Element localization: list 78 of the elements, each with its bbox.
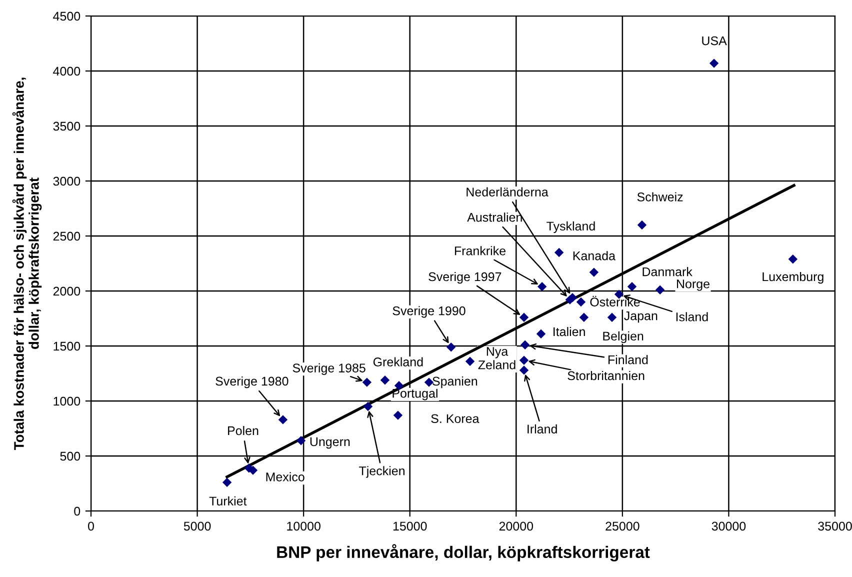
annotation: Sverige 1985 xyxy=(292,363,366,375)
point xyxy=(520,340,530,350)
y-axis-title: Totala kostnader för hälso- och sjukvård per innevånare, dollar, köpkraftskorrigerat xyxy=(12,78,42,450)
x-axis-title: BNP per innevånare, dollar, köpkraftskorrigerat xyxy=(277,544,650,562)
annotation: Turkiet xyxy=(209,496,247,506)
y-tick-label: 4500 xyxy=(53,12,80,21)
x-tick-label: 30000 xyxy=(712,522,746,531)
annotation: S. Korea xyxy=(431,414,480,424)
point xyxy=(576,297,586,307)
point xyxy=(248,466,258,475)
point xyxy=(788,254,798,264)
annotation: Sverige 1997 xyxy=(428,272,502,284)
point xyxy=(655,285,665,295)
y-tick-label: 2000 xyxy=(53,286,80,296)
annotation: Polen xyxy=(228,426,258,436)
annotation: Storbritannien xyxy=(568,370,644,380)
annotation: Frankrike xyxy=(454,246,506,256)
annotation: Grekland xyxy=(373,357,423,366)
y-tick-label: 4000 xyxy=(53,66,80,76)
annotation: Danmark xyxy=(642,267,692,276)
annotation: Australien xyxy=(467,212,522,222)
y-tick-label: 1000 xyxy=(54,396,80,406)
point xyxy=(380,375,390,385)
point xyxy=(446,342,456,352)
x-tick-label: 5000 xyxy=(184,522,211,531)
point xyxy=(363,402,373,412)
y-tick-label: 3000 xyxy=(53,176,80,186)
annotation: Finland xyxy=(608,355,648,364)
point xyxy=(554,248,564,258)
annotation: Ungern xyxy=(310,437,350,449)
annotation: Norge xyxy=(677,280,710,291)
annotation: Sverige 1980 xyxy=(216,376,288,388)
y-tick-label: 0 xyxy=(74,506,80,516)
point xyxy=(568,292,578,302)
point xyxy=(296,436,306,446)
point xyxy=(709,58,719,68)
annotation: Italien xyxy=(554,326,585,336)
point xyxy=(519,366,529,375)
annotation: Belgien xyxy=(603,331,644,344)
annotation: Nya Zeland xyxy=(478,347,516,370)
point xyxy=(393,410,403,420)
annotation: Island xyxy=(676,312,708,322)
point xyxy=(362,378,372,387)
x-tick-label: 35000 xyxy=(818,522,852,531)
y-tick-label: 3500 xyxy=(53,122,80,131)
annotation: Japan xyxy=(624,311,658,323)
point xyxy=(465,356,475,366)
annotation: Spanien xyxy=(432,376,478,388)
annotation: Tyskland xyxy=(546,221,595,234)
point xyxy=(519,312,529,322)
annotation: Nederländerna xyxy=(466,187,548,196)
annotation: Kanada xyxy=(573,251,616,260)
x-tick-label: 10000 xyxy=(287,522,320,531)
point xyxy=(222,478,232,488)
point xyxy=(519,356,529,365)
point xyxy=(607,312,617,322)
annotation: Mexico xyxy=(266,472,304,482)
point xyxy=(627,282,637,292)
y-tick-label: 500 xyxy=(60,452,80,461)
x-tick-label: 20000 xyxy=(499,522,534,531)
y-tick-label: 1500 xyxy=(54,342,80,351)
annotation: Sverige 1990 xyxy=(392,306,466,318)
point xyxy=(278,415,288,424)
annotation: Tjeckien xyxy=(359,466,404,478)
y-tick-label: 2500 xyxy=(53,232,80,241)
point xyxy=(537,282,547,292)
point xyxy=(536,329,546,339)
point xyxy=(637,220,647,230)
x-tick-label: 0 xyxy=(88,522,94,531)
annotation: Österrike xyxy=(590,296,640,306)
annotation: Schweiz xyxy=(637,192,683,202)
x-tick-label: 15000 xyxy=(393,522,427,531)
annotation: Luxemburg xyxy=(762,272,824,284)
annotation: Irland xyxy=(528,424,557,434)
point xyxy=(579,312,589,322)
point xyxy=(589,268,599,277)
x-tick-label: 25000 xyxy=(606,522,640,531)
annotation: USA xyxy=(702,36,727,46)
